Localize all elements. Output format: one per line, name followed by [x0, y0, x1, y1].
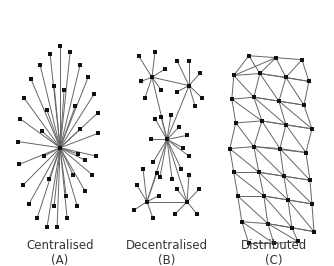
Text: Decentralised
(B): Decentralised (B)	[126, 239, 208, 266]
Text: Centralised
(A): Centralised (A)	[26, 239, 94, 266]
Text: Distributed
(C): Distributed (C)	[241, 239, 307, 266]
